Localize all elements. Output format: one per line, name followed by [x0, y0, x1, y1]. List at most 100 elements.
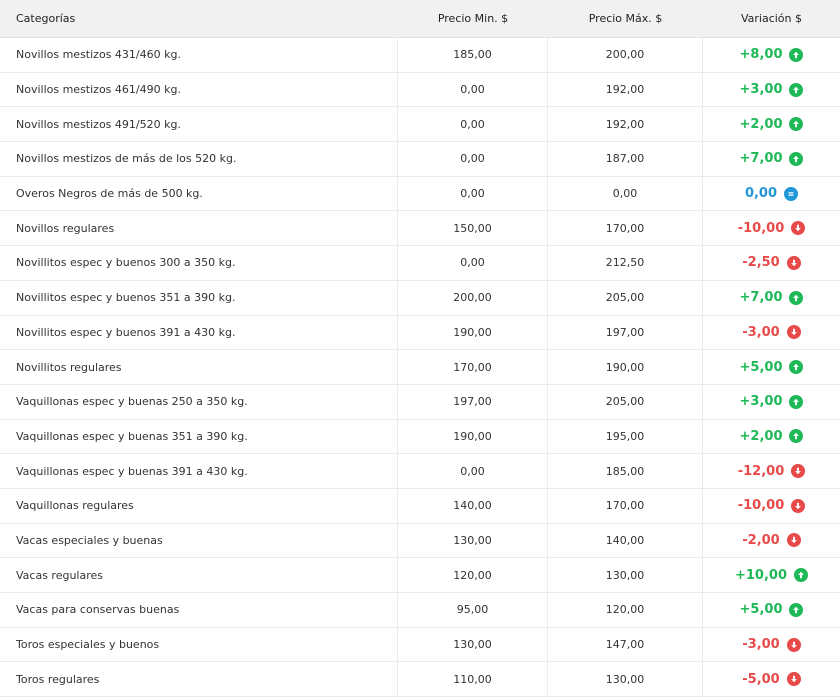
arrow-up-circle-icon	[789, 117, 804, 132]
arrow-up-circle-icon	[794, 568, 808, 583]
variacion-value: +10,00	[734, 567, 787, 583]
precio-min-cell: 0,00	[398, 142, 548, 176]
header-precio-max[interactable]: Precio Máx. $	[588, 12, 663, 25]
variacion-cell: +8,00	[703, 38, 840, 72]
table-row: Novillitos espec y buenos 351 a 390 kg. 2…	[0, 280, 840, 316]
categoria-cell: Novillitos espec y buenos 300 a 350 kg.	[0, 246, 398, 280]
table-row: Vacas regulares 120,00 130,00 +10,00	[0, 558, 840, 593]
variacion-value: +2,00	[739, 428, 783, 444]
precio-min-cell: 150,00	[398, 211, 548, 246]
variacion-value: +8,00	[739, 47, 783, 63]
precio-max-cell: 130,00	[548, 558, 703, 592]
categoria-cell: Novillos mestizos 431/460 kg.	[0, 38, 398, 72]
precio-min-cell: 140,00	[398, 488, 548, 523]
variacion-cell: +5,00	[703, 350, 840, 384]
precio-max-cell: 147,00	[548, 627, 703, 662]
precio-max-cell: 130,00	[548, 662, 703, 697]
precio-min-cell: 170,00	[398, 350, 548, 384]
categoria-cell: Novillos mestizos de más de los 520 kg.	[0, 142, 398, 176]
precio-max-cell: 195,00	[548, 419, 703, 454]
variacion-cell: -3,00	[703, 628, 840, 662]
arrow-down-circle-icon	[786, 672, 801, 687]
arrow-down-circle-icon	[791, 221, 806, 236]
variacion-cell: +5,00	[703, 593, 840, 627]
categoria-cell: Novillitos regulares	[0, 350, 398, 384]
table-row: Vaquillonas espec y buenas 391 a 430 kg.…	[0, 454, 840, 489]
arrow-down-circle-icon	[786, 533, 801, 548]
table-row: Novillos regulares 150,00 170,00 -10,00	[0, 211, 840, 247]
variacion-cell: +3,00	[703, 73, 840, 107]
table-row: Novillitos regulares 170,00 190,00 +5,00	[0, 350, 840, 385]
table-row: Toros especiales y buenos 130,00 147,00 -3,…	[0, 627, 840, 663]
table-row: Vacas especiales y buenas 130,00 140,00 -2,…	[0, 523, 840, 559]
precio-max-cell: 197,00	[548, 315, 703, 350]
arrow-up-circle-icon	[789, 290, 804, 305]
precio-min-cell: 0,00	[398, 107, 548, 142]
precio-min-cell: 190,00	[398, 315, 548, 350]
categoria-cell: Novillitos espec y buenos 391 a 430 kg.	[0, 315, 398, 350]
precio-max-cell: 190,00	[548, 350, 703, 384]
categoria-cell: Novillos mestizos 491/520 kg.	[0, 107, 398, 142]
precio-max-cell: 192,00	[548, 107, 703, 142]
precio-min-cell: 130,00	[398, 523, 548, 558]
precio-max-cell: 120,00	[548, 593, 703, 627]
variacion-cell: -3,00	[703, 316, 840, 350]
variacion-cell: -2,00	[703, 524, 840, 558]
categoria-cell: Vaquillonas regulares	[0, 488, 398, 523]
equals-circle-icon	[784, 186, 799, 201]
arrow-down-circle-icon	[786, 255, 801, 270]
variacion-value: +3,00	[739, 394, 783, 410]
precio-min-cell: 0,00	[398, 246, 548, 280]
header-categoria[interactable]: Categorías	[16, 12, 76, 25]
categoria-cell: Overos Negros de más de 500 kg.	[0, 176, 398, 211]
variacion-value: -3,00	[742, 324, 780, 340]
variacion-cell: +2,00	[703, 420, 840, 454]
precio-max-cell: 200,00	[548, 38, 703, 72]
precio-max-cell: 170,00	[548, 488, 703, 523]
table-body: Novillos mestizos 431/460 kg. 185,00 200,0…	[0, 38, 840, 698]
variacion-cell: -2,50	[703, 246, 840, 280]
precio-max-cell: 187,00	[548, 142, 703, 176]
variacion-cell: -5,00	[703, 662, 840, 696]
header-precio-min[interactable]: Precio Min. $	[437, 12, 509, 25]
variacion-value: -12,00	[737, 463, 785, 479]
variacion-cell: +3,00	[703, 385, 840, 419]
precio-max-cell: 205,00	[548, 280, 703, 315]
precio-min-cell: 0,00	[398, 454, 548, 488]
variacion-cell: +7,00	[703, 281, 840, 315]
precio-max-cell: 140,00	[548, 523, 703, 558]
variacion-cell: -12,00	[703, 454, 840, 488]
precio-min-cell: 120,00	[398, 558, 548, 592]
variacion-value: +5,00	[739, 359, 783, 375]
table-row: Vaquillonas regulares 140,00 170,00 -10,00	[0, 488, 840, 524]
categoria-cell: Vacas para conservas buenas	[0, 593, 398, 627]
arrow-up-circle-icon	[789, 429, 804, 444]
table-row: Novillos mestizos 491/520 kg. 0,00 192,00 +…	[0, 107, 840, 143]
precio-max-cell: 205,00	[548, 384, 703, 419]
variacion-value: -10,00	[737, 220, 785, 236]
variacion-value: +3,00	[739, 82, 783, 98]
arrow-down-circle-icon	[786, 325, 801, 340]
variacion-value: +5,00	[739, 602, 783, 618]
variacion-value: -2,00	[742, 532, 780, 548]
precio-max-cell: 212,50	[548, 246, 703, 280]
categoria-cell: Vacas especiales y buenas	[0, 523, 398, 558]
variacion-cell: -10,00	[703, 211, 840, 245]
precio-min-cell: 185,00	[398, 38, 548, 72]
variacion-value: +7,00	[739, 290, 783, 306]
categoria-cell: Vaquillonas espec y buenas 351 a 390 kg.	[0, 419, 398, 454]
arrow-up-circle-icon	[789, 82, 804, 97]
table-row: Novillitos espec y buenos 391 a 430 kg. 1…	[0, 315, 840, 351]
precio-min-cell: 95,00	[398, 593, 548, 627]
arrow-up-circle-icon	[789, 602, 804, 617]
categoria-cell: Vaquillonas espec y buenas 250 a 350 kg.	[0, 384, 398, 419]
header-variacion[interactable]: Variación $	[740, 12, 803, 25]
variacion-value: -5,00	[742, 671, 780, 687]
precio-min-cell: 200,00	[398, 280, 548, 315]
precio-min-cell: 0,00	[398, 176, 548, 211]
precio-max-cell: 185,00	[548, 454, 703, 488]
variacion-value: -2,50	[742, 255, 780, 271]
categoria-cell: Vacas regulares	[0, 558, 398, 592]
arrow-down-circle-icon	[791, 464, 806, 479]
variacion-cell: +2,00	[703, 107, 840, 141]
